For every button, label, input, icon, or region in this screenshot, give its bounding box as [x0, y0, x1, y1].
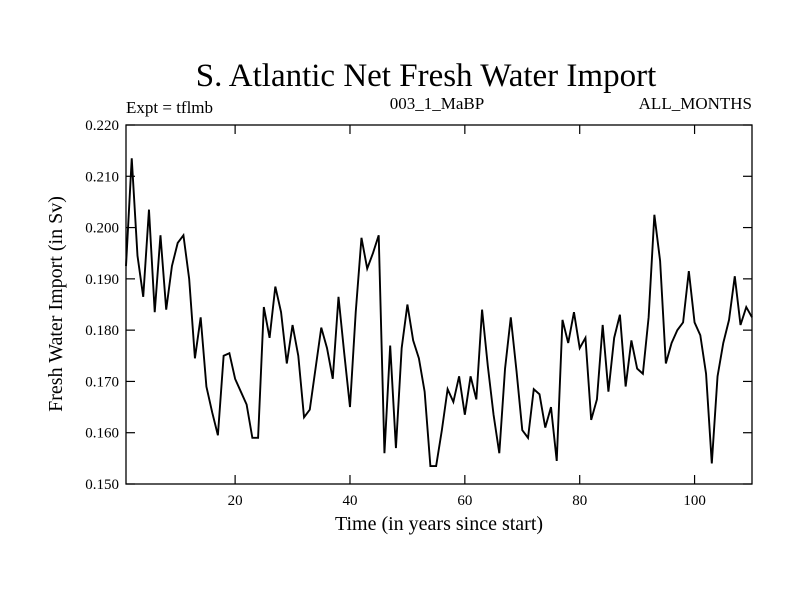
- y-tick-label: 0.180: [85, 323, 119, 339]
- x-tick-label: 100: [683, 493, 706, 509]
- plot-frame: [125, 124, 753, 485]
- x-tick-label: 60: [457, 493, 472, 509]
- series-line: [125, 158, 753, 467]
- x-axis-label: Time (in years since start): [335, 513, 543, 535]
- x-tick-label: 20: [228, 493, 243, 509]
- y-tick-label: 0.210: [85, 169, 119, 185]
- subtitle-left: Expt = tflmb: [126, 98, 213, 117]
- y-axis: 0.150 0.160 0.170 0.180 0.190 0.200 0.210 0.220: [85, 118, 752, 493]
- y-tick-label: 0.190: [85, 272, 119, 288]
- y-tick-label: 0.170: [85, 374, 119, 390]
- subtitle-right: ALL_MONTHS: [639, 94, 752, 113]
- y-tick-label: 0.220: [85, 118, 119, 134]
- x-axis: 20 40 60 80 100: [228, 125, 706, 509]
- x-tick-label: 40: [342, 493, 357, 509]
- subtitle-center: 003_1_MaBP: [390, 94, 484, 113]
- y-axis-label: Fresh Water Import (in Sv): [45, 196, 67, 412]
- x-tick-label: 80: [572, 493, 587, 509]
- y-tick-label: 0.200: [85, 221, 119, 237]
- chart-title: S. Atlantic Net Fresh Water Import: [196, 58, 657, 94]
- series-layer: [125, 158, 753, 467]
- y-tick-label: 0.150: [85, 477, 119, 493]
- y-tick-label: 0.160: [85, 426, 119, 442]
